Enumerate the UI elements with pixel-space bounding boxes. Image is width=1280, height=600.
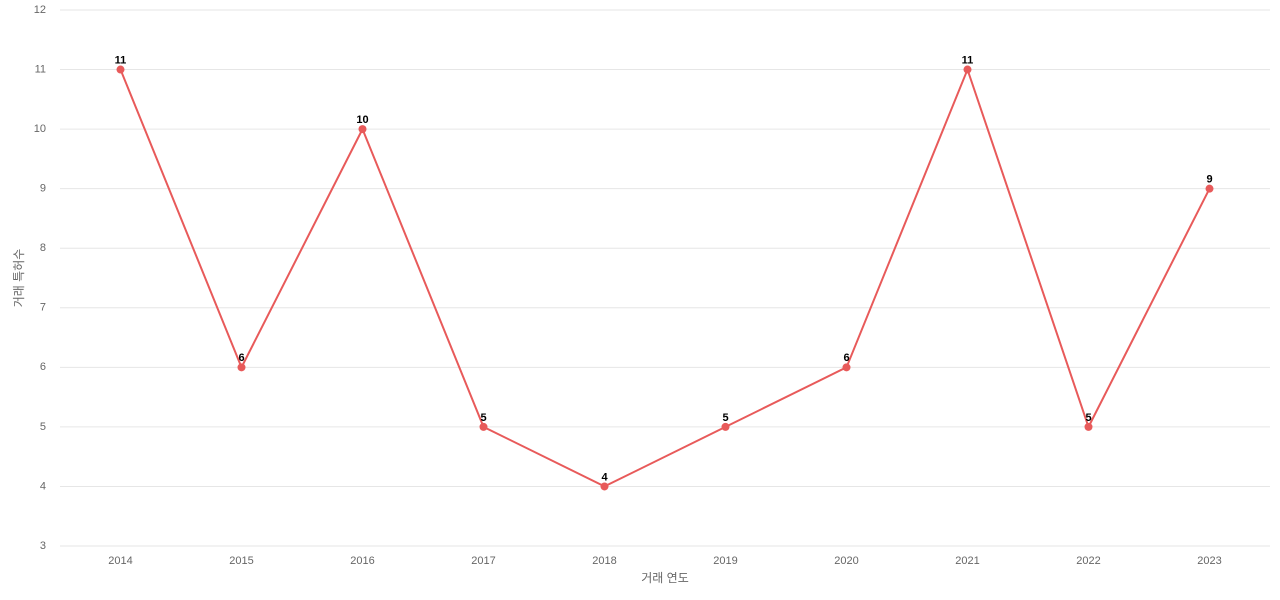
x-tick-label: 2023 xyxy=(1197,555,1221,567)
y-tick-label: 7 xyxy=(40,302,46,314)
x-axis-label: 거래 연도 xyxy=(641,571,689,585)
data-point xyxy=(721,422,730,431)
y-tick-label: 3 xyxy=(40,540,46,552)
data-label: 11 xyxy=(115,54,127,66)
y-tick-label: 10 xyxy=(34,123,46,135)
x-tick-label: 2021 xyxy=(955,555,979,567)
y-tick-label: 9 xyxy=(40,183,46,195)
x-tick-label: 2019 xyxy=(713,555,737,567)
data-label: 6 xyxy=(238,352,244,364)
data-point xyxy=(479,422,488,431)
data-label: 6 xyxy=(843,352,849,364)
data-label: 5 xyxy=(1085,412,1091,424)
x-tick-label: 2017 xyxy=(471,555,495,567)
y-tick-label: 4 xyxy=(40,480,46,492)
y-tick-label: 11 xyxy=(35,63,46,75)
data-point xyxy=(963,65,972,74)
y-tick-label: 6 xyxy=(40,361,46,373)
x-tick-label: 2022 xyxy=(1076,555,1100,567)
y-tick-label: 5 xyxy=(40,421,46,433)
data-point xyxy=(600,482,609,491)
y-tick-label: 12 xyxy=(34,4,46,16)
data-label: 10 xyxy=(356,114,368,126)
data-point xyxy=(1084,422,1093,431)
data-label: 4 xyxy=(601,471,608,483)
x-tick-label: 2016 xyxy=(350,555,374,567)
y-tick-label: 8 xyxy=(40,242,46,254)
x-tick-label: 2015 xyxy=(229,555,253,567)
x-tick-label: 2020 xyxy=(834,555,858,567)
x-tick-label: 2014 xyxy=(108,555,132,567)
data-label: 5 xyxy=(480,412,486,424)
data-point xyxy=(358,125,367,134)
data-line xyxy=(119,66,1211,488)
data-point xyxy=(237,363,246,372)
data-label: 11 xyxy=(962,54,974,66)
y-axis-label: 거래 특허수 xyxy=(12,249,26,308)
data-point xyxy=(116,65,125,74)
data-point xyxy=(1205,184,1214,193)
x-tick-label: 2018 xyxy=(592,555,616,567)
data-label: 5 xyxy=(722,412,728,424)
data-point xyxy=(842,363,851,372)
data-label: 9 xyxy=(1206,174,1212,186)
